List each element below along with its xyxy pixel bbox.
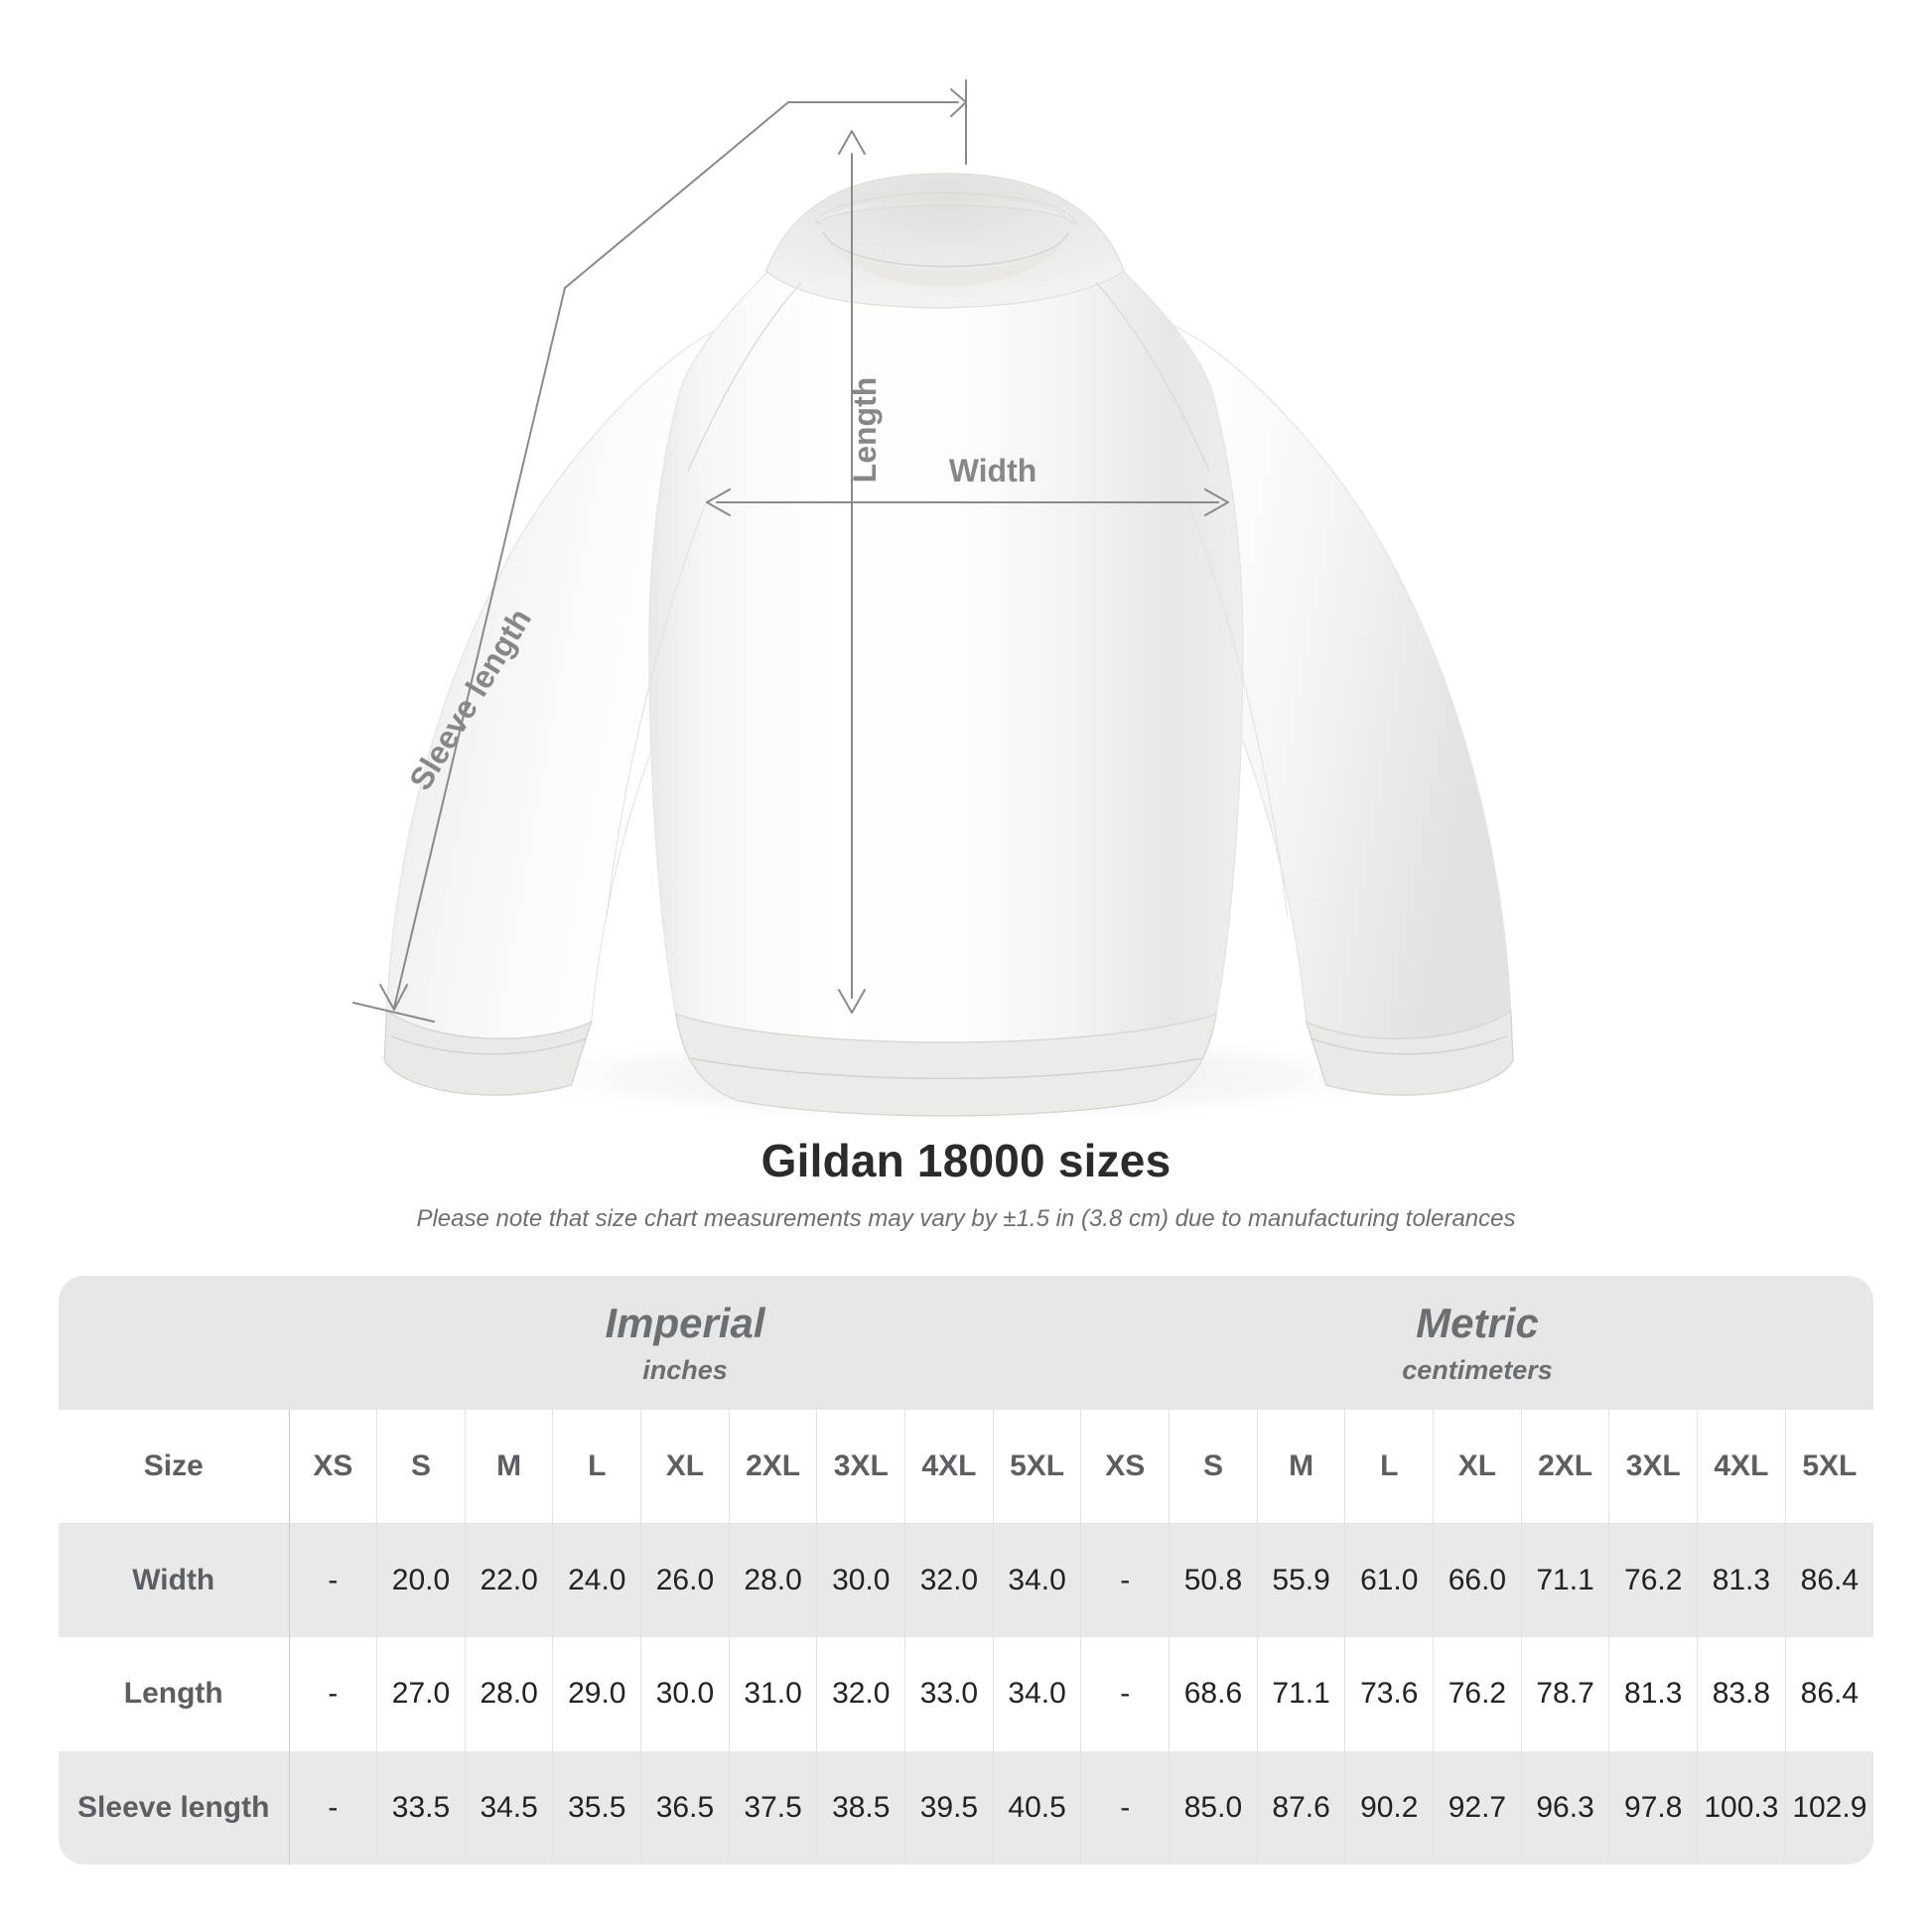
svg-text:Width: Width [949, 453, 1037, 488]
svg-text:Length: Length [847, 377, 883, 483]
